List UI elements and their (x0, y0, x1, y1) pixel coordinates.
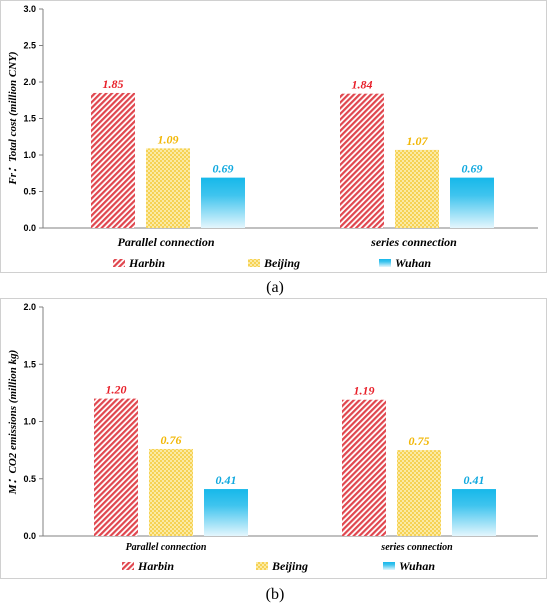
chart-a-ytick-label: 1.5 (23, 114, 36, 124)
chart-a-bar-wuhan-2 (450, 177, 494, 228)
chart-b-data-label-harbin-2: 1.19 (354, 384, 375, 398)
chart-a-bar-beijing-1 (146, 148, 190, 228)
chart-b-legend-beijing-label: Beijing (271, 559, 308, 573)
chart-a: 0.0 0.5 1.0 1.5 2.0 2.5 3.0 1.85 1.09 0.69 1.84 1.… (0, 0, 547, 273)
chart-b-ytick-label: 2.0 (23, 302, 36, 312)
chart-a-category-2: series connection (370, 235, 457, 249)
chart-b-data-label-harbin-1: 1.20 (106, 383, 127, 397)
chart-a-data-label-harbin-1: 1.85 (103, 77, 124, 91)
chart-b-bar-harbin-2 (342, 399, 386, 536)
chart-a-bar-beijing-2 (395, 149, 439, 228)
chart-a-data-label-harbin-2: 1.84 (352, 78, 373, 92)
chart-a-ytick-label: 3.0 (23, 4, 36, 14)
chart-a-legend-beijing-swatch (248, 259, 260, 267)
chart-a-ylabel: Fr：Total cost (million CNY) (7, 51, 19, 185)
chart-b-bar-beijing-1 (149, 448, 193, 536)
chart-b-bar-harbin-1 (94, 398, 138, 536)
chart-a-data-label-beijing-2: 1.07 (407, 134, 429, 148)
chart-a-frame (0, 0, 547, 273)
chart-b-data-label-wuhan-1: 0.41 (216, 473, 237, 487)
chart-b-category-1: Parallel connection (126, 542, 207, 553)
chart-b-category-2: series connection (380, 542, 453, 553)
chart-a-ytick-label: 0.5 (23, 187, 36, 197)
chart-b-legend-beijing-swatch (256, 562, 268, 570)
chart-b-ylabel: M：CO2 emissions (million kg) (7, 350, 19, 496)
chart-b-legend-harbin-swatch (122, 562, 134, 570)
panel-label-b: (b) (266, 586, 285, 603)
chart-a-bar-harbin-1 (91, 92, 135, 228)
chart-a-legend-harbin-swatch (113, 259, 125, 267)
chart-a-category-1: Parallel connection (118, 235, 215, 249)
chart-b-ytick-label: 1.0 (23, 417, 36, 427)
chart-a-ytick-label: 2.5 (23, 41, 36, 51)
chart-b-ytick-label: 0.0 (23, 531, 36, 541)
panel-label-a: (a) (266, 279, 284, 296)
chart-b-bar-wuhan-1 (204, 489, 248, 536)
chart-b-legend-wuhan-swatch (383, 562, 395, 570)
chart-b-bar-beijing-2 (397, 450, 441, 536)
chart-a-legend: Harbin Beijing Wuhan (113, 256, 431, 270)
chart-a-legend-wuhan-label: Wuhan (395, 256, 431, 270)
chart-a-legend-wuhan-swatch (379, 259, 391, 267)
chart-b-legend-wuhan-label: Wuhan (399, 559, 435, 573)
chart-a-bar-harbin-2 (340, 93, 384, 229)
chart-a-legend-beijing-label: Beijing (263, 256, 300, 270)
chart-b-data-label-beijing-1: 0.76 (161, 433, 182, 447)
chart-a-legend-harbin-label: Harbin (128, 256, 165, 270)
chart-b-legend-harbin-label: Harbin (137, 559, 174, 573)
chart-b-ytick-label: 0.5 (23, 474, 36, 484)
chart-b-legend: Harbin Beijing Wuhan (122, 559, 435, 573)
chart-b-ytick-label: 1.5 (23, 359, 36, 369)
chart-a-ytick-label: 1.0 (23, 150, 36, 160)
chart-a-ytick-label: 2.0 (23, 77, 36, 87)
chart-b-data-label-wuhan-2: 0.41 (464, 473, 485, 487)
chart-b-bar-wuhan-2 (452, 489, 496, 536)
chart-b-data-label-beijing-2: 0.75 (409, 434, 430, 448)
chart-a-data-label-beijing-1: 1.09 (158, 132, 179, 146)
chart-b: 0.0 0.5 1.0 1.5 2.0 1.20 0.76 0.41 1.19 0.75 0.41… (0, 298, 547, 579)
chart-a-data-label-wuhan-2: 0.69 (462, 162, 483, 176)
chart-a-ytick-label: 0.0 (23, 223, 36, 233)
chart-a-bar-wuhan-1 (201, 177, 245, 228)
chart-a-data-label-wuhan-1: 0.69 (213, 162, 234, 176)
